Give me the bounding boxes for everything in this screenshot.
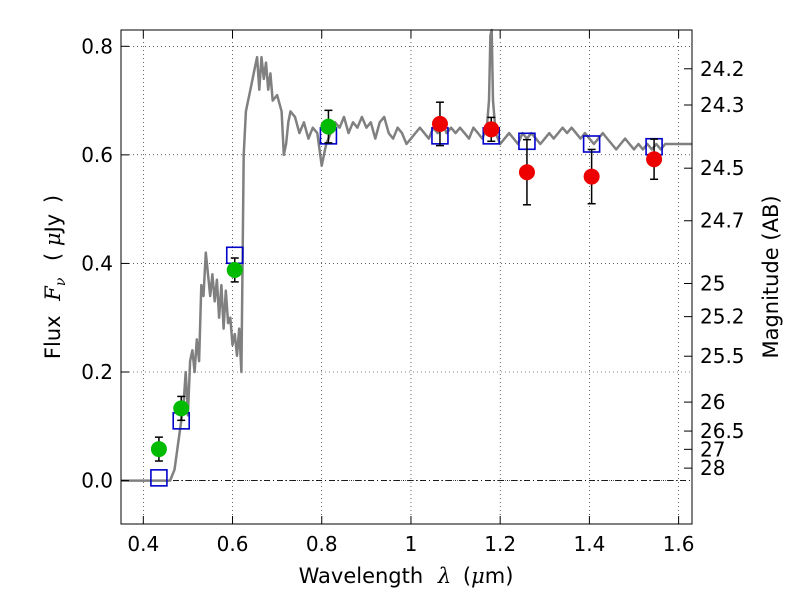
x-axis-label: Wavelength λ (μm) xyxy=(299,564,514,588)
optical-photometry-point xyxy=(226,261,243,278)
model-spectrum-series xyxy=(121,28,692,482)
x-tick-label: 0.4 xyxy=(127,532,159,556)
spectrum-line xyxy=(121,28,692,482)
y-tick-label: 0.2 xyxy=(81,360,113,384)
optical-photometry-point xyxy=(150,441,167,458)
y2-tick-label: 26.5 xyxy=(700,419,745,443)
y-tick-label: 0.0 xyxy=(81,469,113,493)
y-tick-label: 0.8 xyxy=(81,34,113,58)
x-tick-label: 1.2 xyxy=(484,532,516,556)
nir-photometry-point xyxy=(518,164,535,181)
y2-tick-label: 24.7 xyxy=(700,209,745,233)
observed-photometry-series xyxy=(150,101,663,462)
y2-tick-label: 25 xyxy=(700,271,725,295)
nir-photometry-point xyxy=(646,151,663,168)
nir-photometry-point xyxy=(483,121,500,138)
y2-tick-label: 24.2 xyxy=(700,57,745,81)
plot-area xyxy=(121,30,692,524)
axis-ticks: 0.4 0.6 0.8 1 1.2 1.4 1.6 0.0 0.2 0.4 0.6 0.8 24.2 24… xyxy=(81,30,745,556)
optical-photometry-point xyxy=(320,118,337,135)
y2-tick-label: 26 xyxy=(700,390,725,414)
y2-tick-label: 25.2 xyxy=(700,305,745,329)
x-tick-label: 0.8 xyxy=(306,532,338,556)
y-tick-label: 0.6 xyxy=(81,143,113,167)
y2-tick-label: 28 xyxy=(700,456,725,480)
plot-frame xyxy=(120,29,693,525)
x-tick-label: 1 xyxy=(405,532,418,556)
y-tick-label: 0.4 xyxy=(81,251,113,275)
x-tick-label: 1.4 xyxy=(573,532,605,556)
synthetic-photometry-square xyxy=(150,469,168,487)
y2-tick-label: 25.5 xyxy=(700,344,745,368)
y2-tick-label: 24.3 xyxy=(700,93,745,117)
x-tick-label: 0.6 xyxy=(217,532,249,556)
y-axis-label: Flux Fν ( μJy ) xyxy=(41,195,70,359)
y2-tick-label: 27 xyxy=(700,437,725,461)
y2-axis-label: Magnitude (AB) xyxy=(759,195,783,358)
nir-photometry-point xyxy=(583,168,600,185)
y2-tick-label: 24.5 xyxy=(700,156,745,180)
optical-photometry-point xyxy=(173,400,190,417)
x-tick-label: 1.6 xyxy=(663,532,695,556)
nir-photometry-point xyxy=(431,115,448,132)
